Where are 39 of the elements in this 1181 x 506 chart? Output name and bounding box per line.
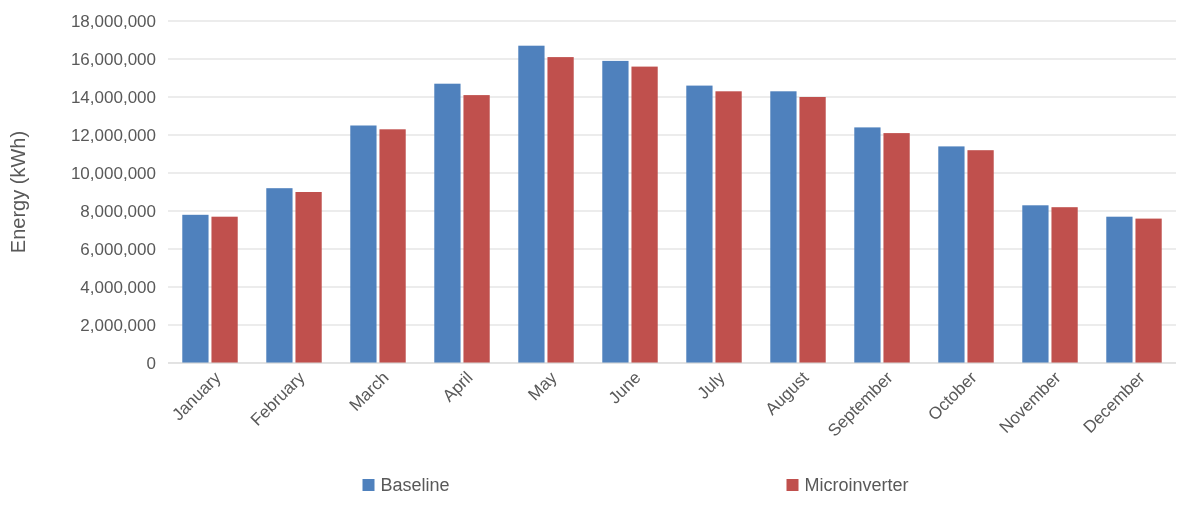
y-tick-label: 2,000,000 [80,315,156,335]
bar [854,127,881,363]
bar [967,150,994,363]
bar [518,45,545,363]
bar [938,146,965,363]
bar [463,95,490,363]
bar [266,188,293,363]
bar [883,133,910,363]
legend-label: Baseline [380,475,450,495]
y-tick-label: 10,000,000 [70,163,156,183]
y-tick-label: 14,000,000 [70,87,156,107]
bar [1135,218,1162,363]
y-tick-label: 0 [146,353,156,373]
bar [1022,205,1049,363]
bar [602,60,629,363]
y-tick-label: 4,000,000 [80,277,156,297]
bar [770,91,797,363]
x-tick-label: July [693,367,729,403]
bar [350,125,377,363]
bar [547,57,574,363]
y-axis-title: Energy (kWh) [7,130,29,254]
x-tick-label: May [524,367,561,405]
bar [211,216,238,363]
y-tick-label: 6,000,000 [80,239,156,259]
bar [686,85,713,363]
y-tick-label: 16,000,000 [70,49,156,69]
bar [1051,207,1078,363]
bar [1106,216,1133,363]
bar [799,97,826,363]
y-tick-label: 18,000,000 [70,11,156,31]
bar [434,83,461,363]
bar [182,214,209,363]
bar [715,91,742,363]
y-tick-label: 12,000,000 [70,125,156,145]
bar [295,192,322,363]
y-tick-label: 8,000,000 [80,201,156,221]
bar [379,129,406,363]
legend-label: Microinverter [804,475,909,495]
bar [631,66,658,363]
